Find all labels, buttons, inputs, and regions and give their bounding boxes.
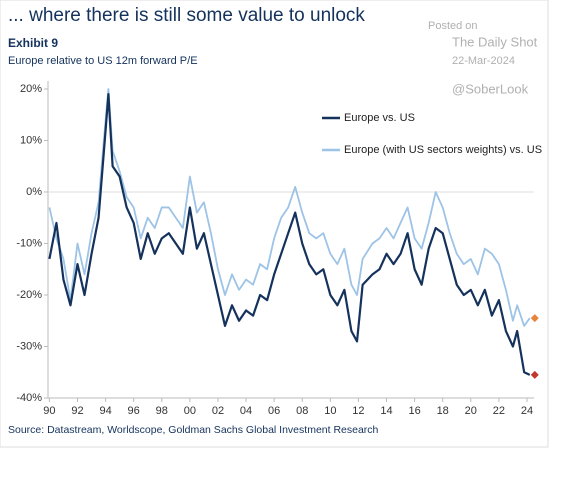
end-marker — [530, 370, 539, 379]
x-tick-label: 20 — [465, 405, 477, 417]
x-tick-label: 92 — [71, 405, 83, 417]
source: Source: Datastream, Worldscope, Goldman … — [8, 424, 379, 436]
end-marker — [530, 314, 539, 323]
x-tick-label: 16 — [408, 405, 420, 417]
chart-title: ... where there is still some value to u… — [8, 5, 365, 26]
watermark: @SoberLook — [452, 81, 529, 96]
x-tick-label: 00 — [184, 405, 196, 417]
x-tick-label: 18 — [437, 405, 449, 417]
watermark: 22-Mar-2024 — [452, 55, 515, 67]
y-tick-label: -40% — [16, 392, 42, 404]
y-tick-label: 10% — [20, 134, 42, 146]
x-tick-label: 22 — [493, 405, 505, 417]
x-tick-label: 06 — [268, 405, 280, 417]
x-tick-label: 04 — [240, 405, 252, 417]
y-tick-label: 20% — [20, 83, 42, 95]
x-tick-label: 02 — [212, 405, 224, 417]
y-tick-label: -10% — [16, 237, 42, 249]
x-tick-label: 12 — [352, 405, 364, 417]
watermark: Posted on — [428, 20, 478, 32]
x-tick-label: 90 — [43, 405, 55, 417]
watermark: The Daily Shot — [452, 34, 538, 49]
x-tick-label: 08 — [296, 405, 308, 417]
x-tick-label: 24 — [521, 405, 533, 417]
x-tick-label: 98 — [156, 405, 168, 417]
frame — [0, 0, 549, 448]
series-line — [48, 93, 531, 376]
y-tick-label: -30% — [16, 340, 42, 352]
x-tick-label: 94 — [99, 405, 111, 417]
y-tick-label: 0% — [26, 186, 42, 198]
y-tick-label: -20% — [16, 289, 42, 301]
x-tick-label: 96 — [128, 405, 140, 417]
series-line — [48, 88, 531, 327]
subtitle: Europe relative to US 12m forward P/E — [8, 55, 198, 67]
x-tick-label: 14 — [380, 405, 392, 417]
exhibit: Exhibit 9 — [8, 36, 58, 50]
x-tick-label: 10 — [324, 405, 336, 417]
legend-label: Europe (with US sectors weights) vs. US — [344, 144, 542, 156]
legend-label: Europe vs. US — [344, 112, 415, 124]
